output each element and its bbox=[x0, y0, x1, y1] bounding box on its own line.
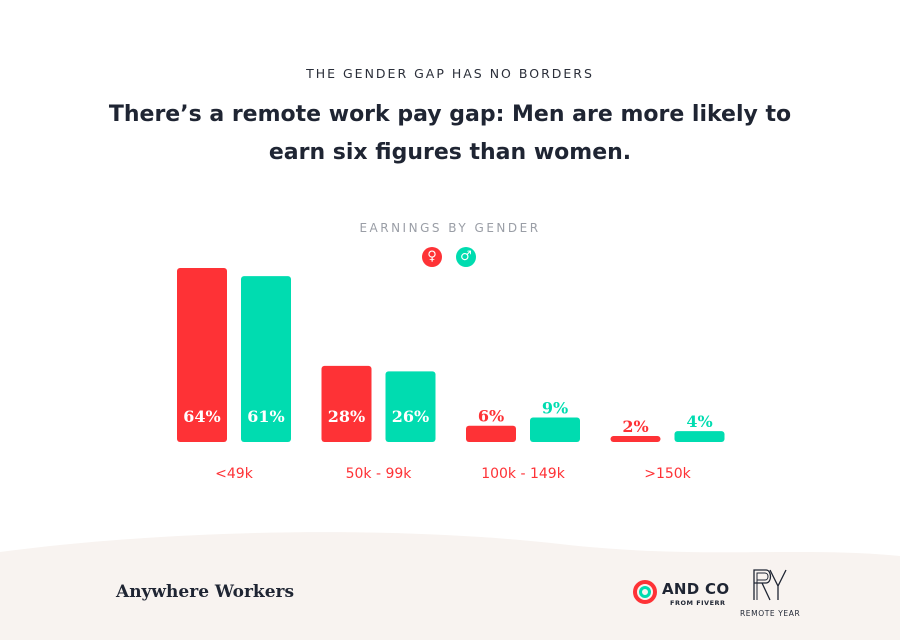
bar-male-1 bbox=[385, 371, 436, 442]
ry-name: REMOTE YEAR bbox=[740, 609, 801, 618]
data-label-female-0: 64% bbox=[183, 407, 220, 426]
andco-logo: AND CO FROM FIVERR bbox=[632, 578, 732, 608]
data-label-male-0: 61% bbox=[247, 407, 284, 426]
andco-tagline: FROM FIVERR bbox=[670, 599, 726, 607]
bar-female-3 bbox=[610, 436, 661, 442]
bar-female-1 bbox=[321, 365, 372, 442]
footer-brand: Anywhere Workers bbox=[116, 582, 295, 602]
bar-female-0 bbox=[177, 268, 227, 442]
bar-male-0 bbox=[241, 276, 291, 442]
andco-name: AND CO bbox=[662, 580, 730, 598]
category-label-1: 50k - 99k bbox=[346, 466, 413, 482]
bar-male-3 bbox=[674, 431, 725, 442]
legend-female-symbol: ♀ bbox=[422, 247, 442, 267]
bar-chart: 64% 61% <49k 28% 26% 50k - 99k 6% 9% 100k - 149k… bbox=[177, 268, 725, 482]
bar-male-2 bbox=[530, 417, 580, 442]
data-label-male-3: 4% bbox=[686, 412, 712, 431]
data-label-male-2: 9% bbox=[542, 399, 568, 418]
chart-title: EARNINGS BY GENDER bbox=[359, 221, 541, 235]
headline: There’s a remote work pay gap: Men are m… bbox=[108, 102, 792, 165]
data-label-male-1: 26% bbox=[392, 407, 429, 426]
ry-monogram-icon bbox=[753, 569, 787, 601]
category-label-2: 100k - 149k bbox=[481, 466, 566, 482]
data-label-female-3: 2% bbox=[622, 417, 648, 436]
bar-female-2 bbox=[466, 425, 516, 442]
data-label-female-2: 6% bbox=[478, 407, 504, 426]
data-label-female-1: 28% bbox=[328, 407, 365, 426]
kicker: THE GENDER GAP HAS NO BORDERS bbox=[306, 66, 594, 81]
footer-background bbox=[0, 532, 900, 640]
category-label-3: >150k bbox=[644, 466, 691, 482]
remote-year-logo: REMOTE YEAR bbox=[736, 566, 806, 622]
legend-male-symbol: ♂ bbox=[456, 247, 476, 267]
andco-ring-icon bbox=[633, 580, 657, 604]
category-label-0: <49k bbox=[215, 466, 254, 482]
